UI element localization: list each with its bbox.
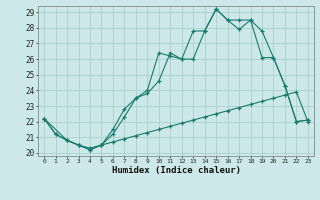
X-axis label: Humidex (Indice chaleur): Humidex (Indice chaleur) bbox=[111, 166, 241, 175]
